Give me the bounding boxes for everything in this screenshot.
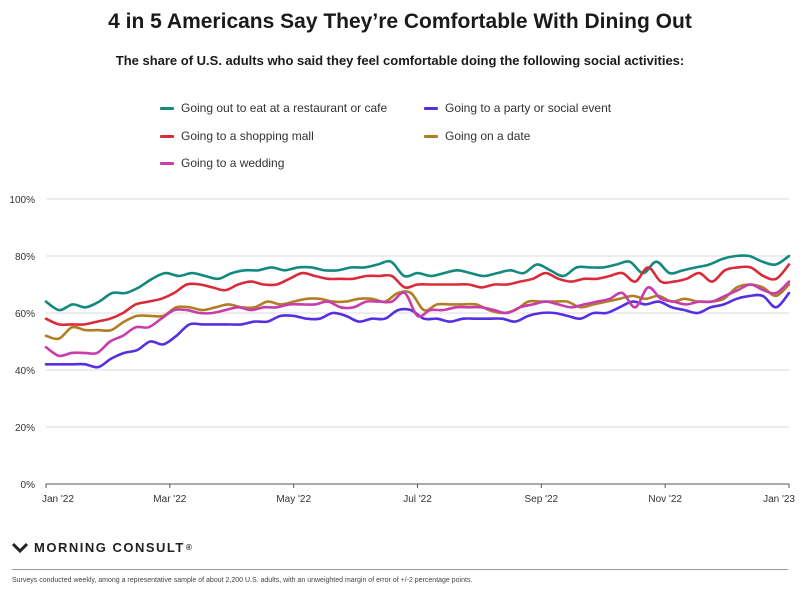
x-tick-label: Jan '23 [763,494,795,505]
y-tick-label: 0% [21,480,36,491]
legend-item-party[interactable]: Going to a party or social event [424,101,611,115]
legend-item-date[interactable]: Going on a date [424,129,530,143]
brand-logo: MORNING CONSULT ® [12,540,192,555]
x-tick-label: Jul '22 [403,494,432,505]
legend-swatch-mall [160,134,174,138]
footnote: Surveys conducted weekly, among a repres… [12,577,473,584]
legend-label-party: Going to a party or social event [445,101,612,115]
legend-label-date: Going on a date [445,129,531,143]
y-tick-label: 20% [15,423,35,434]
chart-subtitle: The share of U.S. adults who said they f… [115,53,685,68]
x-tick-label: Nov '22 [648,494,682,505]
mc-chevron-logo-icon [12,542,28,553]
legend-item-mall[interactable]: Going to a shopping mall [160,129,314,143]
legend-item-wedding[interactable]: Going to a wedding [160,156,284,170]
series-line-wedding [44,280,791,358]
legend-swatch-restaurant [160,106,174,110]
series-line-mall [44,263,791,327]
x-tick-label: Sep '22 [525,494,559,505]
y-tick-label: 60% [15,309,35,320]
legend-swatch-party [424,106,438,110]
series-line-date [44,283,791,341]
footer-divider [12,569,788,570]
legend-label-restaurant: Going out to eat at a restaurant or cafe [181,101,388,115]
brand-name: MORNING CONSULT [34,540,185,555]
x-tick-label: Jan '22 [42,494,74,505]
y-tick-label: 40% [15,366,35,377]
legend-swatch-wedding [160,161,174,165]
x-tick-label: Mar '22 [153,494,186,505]
legend-swatch-date [424,134,438,138]
legend-label-mall: Going to a shopping mall [181,129,314,143]
legend-label-wedding: Going to a wedding [181,156,285,170]
y-tick-label: 100% [9,195,35,206]
x-tick-label: May '22 [276,494,311,505]
legend-item-restaurant[interactable]: Going out to eat at a restaurant or cafe [160,101,387,115]
series-line-restaurant [44,254,791,312]
y-tick-label: 80% [15,252,35,263]
brand-registered: ® [185,543,192,552]
chart-title: 4 in 5 Americans Say They’re Comfortable… [108,10,692,33]
